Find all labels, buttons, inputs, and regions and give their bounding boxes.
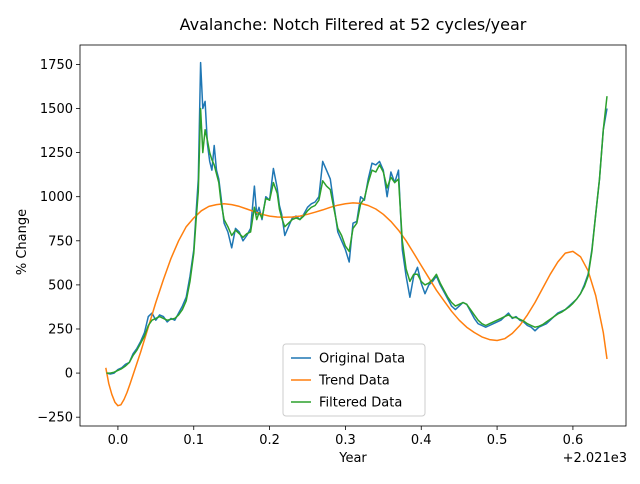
legend: Original Data Trend Data Filtered Data: [282, 343, 426, 417]
y-tick-label: −250: [37, 411, 73, 426]
legend-label: Original Data: [319, 352, 405, 367]
series-line-original-data: [106, 61, 608, 375]
x-tick-label: 0.6: [563, 433, 584, 448]
y-tick-label: 500: [48, 278, 73, 293]
legend-label: Filtered Data: [319, 396, 402, 411]
legend-label: Trend Data: [318, 374, 390, 389]
axes-frame: [79, 44, 627, 427]
x-axis-label: Year: [338, 451, 367, 466]
y-axis-label: % Change: [15, 209, 30, 275]
x-axis-ticks: 0.0 0.1 0.2 0.3 0.4 0.5 0.6: [108, 426, 584, 448]
y-tick-label: 750: [48, 234, 73, 249]
y-tick-label: 0: [65, 367, 73, 382]
x-tick-label: 0.5: [487, 433, 508, 448]
chart-title: Avalanche: Notch Filtered at 52 cycles/y…: [180, 15, 527, 34]
y-tick-label: 1500: [40, 102, 73, 117]
x-tick-label: 0.2: [259, 433, 280, 448]
series-line-filtered-data: [106, 96, 608, 374]
y-tick-label: 250: [48, 322, 73, 337]
x-tick-label: 0.3: [335, 433, 356, 448]
x-tick-label: 0.0: [108, 433, 129, 448]
y-tick-label: 1000: [40, 190, 73, 205]
y-axis-ticks: −250 0 250 500 750 1000 1250 1500 1750: [37, 58, 80, 426]
legend-box: [282, 343, 426, 417]
series-line-trend-data: [105, 202, 608, 407]
x-tick-label: 0.4: [411, 433, 432, 448]
x-axis-offset-label: +2.021e3: [563, 451, 627, 466]
y-tick-label: 1750: [40, 58, 73, 73]
y-tick-label: 1250: [40, 146, 73, 161]
x-tick-label: 0.1: [183, 433, 204, 448]
plot-area: [105, 61, 608, 407]
